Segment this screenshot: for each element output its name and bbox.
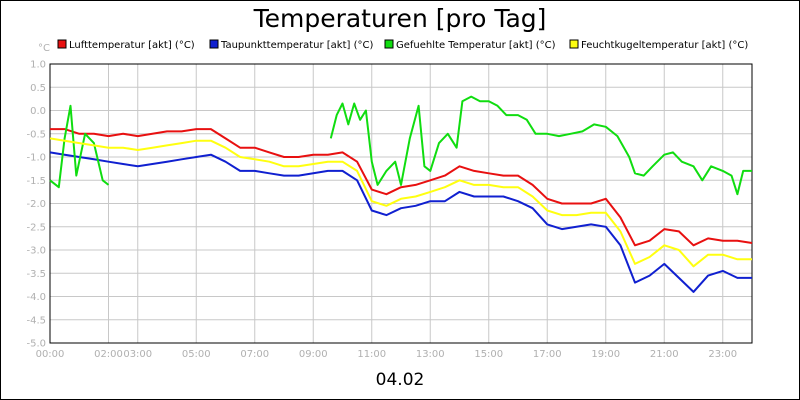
x-tick-label: 11:00 bbox=[357, 349, 386, 360]
x-axis-ticks: 00:00 02:00 03:00 05:00 07:00 09:00 11:00 13:00… bbox=[36, 349, 738, 360]
grid bbox=[49, 63, 752, 344]
legend: Lufttemperatur [akt] (°C) Taupunkttempera… bbox=[57, 39, 748, 51]
legend-swatch bbox=[569, 39, 579, 49]
y-tick-label: -2.5 bbox=[26, 222, 46, 233]
y-axis-ticks: 1.0 0.5 0.0 -0.5 -1.0 -1.5 -2.0 -2.5 -3.0 -3.5 -4.… bbox=[26, 60, 46, 350]
x-tick-label: 05:00 bbox=[182, 349, 211, 360]
x-tick-label: 17:00 bbox=[533, 349, 562, 360]
y-tick-label: -3.0 bbox=[26, 246, 46, 257]
chart-title: Temperaturen [pro Tag] bbox=[253, 4, 547, 33]
series-line-3 bbox=[49, 137, 752, 268]
x-tick-label: 21:00 bbox=[650, 349, 679, 360]
legend-swatch bbox=[384, 39, 394, 49]
y-tick-label: 1.0 bbox=[30, 60, 46, 71]
series-lines bbox=[49, 95, 753, 293]
y-tick-label: -5.0 bbox=[26, 339, 46, 350]
y-tick-label: -1.5 bbox=[26, 176, 46, 187]
x-tick-label: 00:00 bbox=[36, 349, 65, 360]
legend-label: Taupunkttemperatur [akt] (°C) bbox=[220, 40, 373, 51]
legend-swatch bbox=[209, 39, 219, 49]
y-tick-label: -4.0 bbox=[26, 292, 46, 303]
y-tick-label: 0.0 bbox=[30, 106, 46, 117]
y-tick-label: 0.5 bbox=[30, 83, 46, 94]
legend-swatch bbox=[57, 39, 67, 49]
x-tick-label: 02:00 bbox=[94, 349, 123, 360]
series-line-0 bbox=[50, 128, 753, 247]
x-tick-label: 15:00 bbox=[474, 349, 503, 360]
legend-label: Feuchtkugeltemperatur [akt] (°C) bbox=[581, 40, 748, 51]
series-line-2 bbox=[49, 95, 752, 196]
x-tick-label: 07:00 bbox=[240, 349, 269, 360]
x-tick-label: 13:00 bbox=[416, 349, 445, 360]
y-tick-label: -2.0 bbox=[26, 199, 46, 210]
x-tick-label: 19:00 bbox=[591, 349, 620, 360]
x-tick-label: 09:00 bbox=[299, 349, 328, 360]
y-tick-label: -4.5 bbox=[26, 315, 46, 326]
plot-area bbox=[49, 63, 753, 344]
y-tick-label: -3.5 bbox=[26, 269, 46, 280]
x-tick-label: 03:00 bbox=[123, 349, 152, 360]
y-axis-unit: °C bbox=[38, 43, 50, 54]
date-label: 04.02 bbox=[376, 370, 425, 390]
series-line-1 bbox=[49, 151, 752, 293]
legend-label: Lufttemperatur [akt] (°C) bbox=[69, 40, 195, 51]
legend-label: Gefuehlte Temperatur [akt] (°C) bbox=[396, 40, 556, 51]
x-tick-label: 23:00 bbox=[708, 349, 737, 360]
y-tick-label: -0.5 bbox=[26, 129, 46, 140]
y-tick-label: -1.0 bbox=[26, 153, 46, 164]
